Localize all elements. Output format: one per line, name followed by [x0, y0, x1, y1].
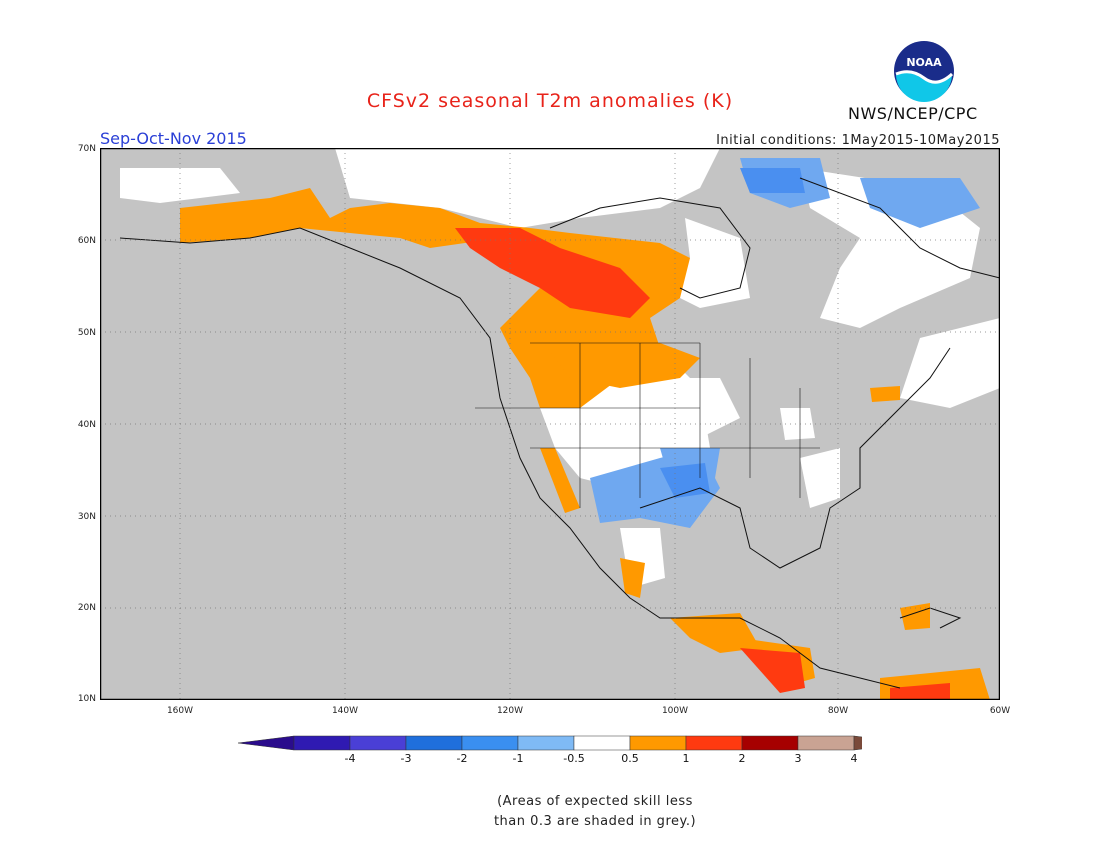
colorbar-segment-2 — [405, 735, 463, 751]
lat-tick-50n: 50N — [77, 328, 96, 338]
skill-footnote: (Areas of expected skill less than 0.3 a… — [460, 792, 730, 832]
colorbar-label: -4 — [344, 752, 356, 765]
agency-label: NWS/NCEP/CPC — [848, 104, 978, 123]
colorbar-end-high — [853, 735, 862, 751]
lat-tick-20n: 20N — [77, 603, 96, 613]
colorbar-label: -3 — [400, 752, 412, 765]
lon-tick-140w: 140W — [331, 706, 359, 716]
colorbar-label: 4 — [850, 752, 858, 765]
logo-text: NOAA — [906, 56, 942, 69]
colorbar-segment-3 — [461, 735, 519, 751]
colorbar-label: 0.5 — [621, 752, 639, 765]
colorbar-segment-1 — [349, 735, 407, 751]
lat-tick-70n: 70N — [77, 144, 96, 154]
coastlines — [119, 177, 1000, 689]
lon-tick-120w: 120W — [496, 706, 524, 716]
colorbar-label: 3 — [794, 752, 802, 765]
warm-anomaly-core — [455, 228, 950, 700]
colorbar-label: -1 — [512, 752, 524, 765]
colorbar-end-low — [238, 735, 295, 751]
colorbar-segment-4 — [517, 735, 575, 751]
colorbar-segment-5 — [573, 735, 631, 751]
colorbar-segment-7 — [685, 735, 743, 751]
map-frame — [100, 148, 1000, 700]
colorbar-segment-0 — [293, 735, 351, 751]
footnote-line-2: than 0.3 are shaded in grey.) — [493, 814, 697, 829]
footnote-line-1: (Areas of expected skill less — [497, 794, 693, 809]
noaa-logo: NOAA — [894, 41, 954, 102]
season-label: Sep-Oct-Nov 2015 — [100, 129, 247, 148]
chart-title: CFSv2 seasonal T2m anomalies (K) — [366, 90, 734, 112]
graticule — [100, 148, 1000, 700]
lat-tick-10n: 10N — [77, 694, 96, 704]
colorbar — [238, 735, 862, 751]
anomaly-map — [100, 148, 1000, 700]
initial-conditions-label: Initial conditions: 1May2015-10May2015 — [716, 133, 1000, 148]
lat-tick-40n: 40N — [77, 420, 96, 430]
lat-tick-60n: 60N — [77, 236, 96, 246]
lon-tick-60w: 60W — [989, 706, 1011, 716]
lon-tick-160w: 160W — [166, 706, 194, 716]
colorbar-label: 2 — [738, 752, 746, 765]
lat-tick-30n: 30N — [77, 512, 96, 522]
lon-tick-80w: 80W — [827, 706, 849, 716]
colorbar-label: 1 — [682, 752, 690, 765]
lon-tick-100w: 100W — [661, 706, 689, 716]
colorbar-segment-9 — [797, 735, 855, 751]
colorbar-label: -0.5 — [563, 752, 585, 765]
colorbar-label: -2 — [456, 752, 468, 765]
colorbar-segment-6 — [629, 735, 687, 751]
colorbar-segment-8 — [741, 735, 799, 751]
